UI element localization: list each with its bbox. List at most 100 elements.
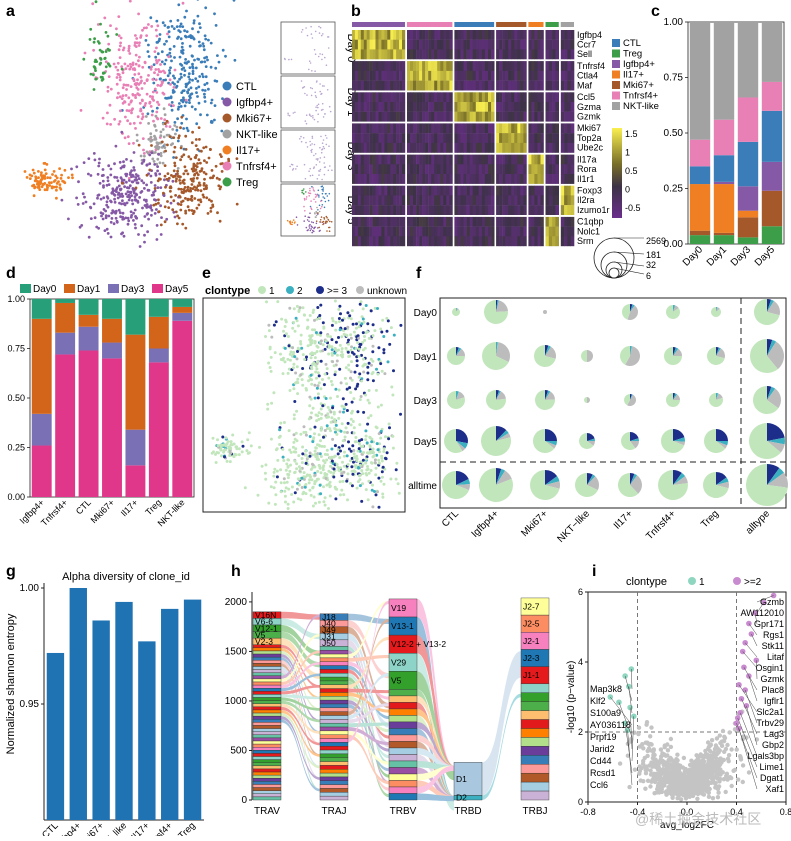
heat-cell	[541, 205, 544, 215]
umap-point	[177, 167, 180, 170]
heat-cell	[552, 49, 556, 59]
clonotype-point	[371, 350, 374, 353]
heat-cell	[482, 164, 485, 174]
thumb-point	[323, 187, 325, 189]
clonotype-point	[297, 310, 300, 313]
clonotype-point	[335, 433, 338, 436]
umap-point	[75, 165, 78, 168]
clonotype-point	[338, 456, 341, 459]
clonotype-point	[294, 447, 297, 450]
clonotype-point	[285, 469, 288, 472]
umap-point	[141, 99, 144, 102]
heat-cell	[488, 164, 491, 174]
umap-point	[195, 87, 198, 90]
umap-point	[61, 199, 64, 202]
thumb-point	[308, 170, 310, 172]
clonotype-point	[229, 447, 232, 450]
heat-cell	[520, 40, 523, 50]
umap-point	[104, 57, 107, 60]
heat-cell	[379, 205, 382, 215]
umap-point	[118, 34, 121, 37]
heat-cell	[534, 227, 537, 237]
heat-cell	[425, 174, 428, 184]
heat-cell	[379, 30, 382, 40]
umap-point	[115, 66, 118, 69]
heat-cell	[440, 40, 443, 50]
umap-point	[94, 69, 97, 72]
heat-cell	[370, 81, 373, 91]
clonotype-point	[382, 335, 385, 338]
heat-cell	[567, 143, 571, 153]
heat-cell	[381, 133, 384, 143]
volcano-point	[666, 748, 670, 752]
thumb-point	[316, 97, 318, 99]
umap-point	[224, 55, 227, 58]
heat-cell	[422, 92, 425, 102]
heat-cell	[496, 143, 499, 153]
umap-point	[123, 83, 126, 86]
umap-point	[110, 168, 113, 171]
heat-cell	[538, 133, 541, 143]
thumb-point	[317, 212, 319, 214]
heat-cell	[508, 195, 511, 205]
heat-cell	[364, 195, 367, 205]
x-tick-label: Treg	[176, 820, 197, 836]
bar	[47, 653, 64, 820]
panel-label-c: c	[651, 3, 660, 20]
heat-cell	[355, 71, 358, 81]
umap-point	[193, 59, 196, 62]
clonotype-point	[303, 471, 306, 474]
umap-point	[187, 198, 190, 201]
thumb-point	[306, 227, 308, 229]
heat-cell	[376, 40, 379, 50]
heat-cell	[476, 155, 479, 165]
clonotype-point	[315, 367, 318, 370]
clonotype-point	[354, 371, 357, 374]
legend-dot	[733, 577, 741, 585]
umap-point	[141, 29, 144, 32]
heat-cell	[449, 186, 452, 196]
heat-cell	[470, 102, 473, 112]
heat-cell	[464, 92, 467, 102]
bar-segment	[149, 362, 169, 497]
heat-cell	[457, 217, 460, 227]
umap-point	[160, 224, 163, 227]
clonotype-point	[302, 306, 305, 309]
clonotype-point	[306, 327, 309, 330]
umap-point	[95, 78, 98, 81]
clonotype-point	[279, 422, 282, 425]
heat-cell	[491, 102, 494, 112]
heat-cell	[393, 40, 396, 50]
heat-cell	[419, 236, 422, 246]
heat-cell	[422, 40, 425, 50]
umap-point	[115, 217, 118, 220]
heat-cell	[396, 71, 399, 81]
umap-point	[210, 207, 213, 210]
umap-point	[132, 142, 135, 145]
heat-cell	[457, 205, 460, 215]
heat-cell	[502, 133, 505, 143]
umap-point	[150, 181, 153, 184]
thumb-point	[310, 62, 312, 64]
heat-cell	[528, 143, 531, 153]
clonotype-point	[367, 399, 370, 402]
heat-cell	[381, 102, 384, 112]
heat-cell	[552, 164, 556, 174]
heat-cell	[488, 102, 491, 112]
umap-point	[189, 190, 192, 193]
heat-cell	[546, 49, 550, 59]
clonotype-point	[378, 506, 381, 509]
heat-cell	[461, 71, 464, 81]
heat-cell	[499, 217, 502, 227]
y-tick-label: 1.00	[664, 17, 684, 28]
pie-bubble	[581, 350, 593, 362]
bar-segment	[172, 321, 192, 497]
heat-cell	[561, 81, 565, 91]
day-thumbnail-frame	[281, 76, 335, 128]
clonotype-point	[265, 300, 268, 303]
clonotype-point	[293, 355, 296, 358]
heat-cell	[534, 92, 537, 102]
umap-point	[176, 25, 179, 28]
umap-point	[95, 0, 98, 3]
umap-point	[158, 39, 161, 42]
